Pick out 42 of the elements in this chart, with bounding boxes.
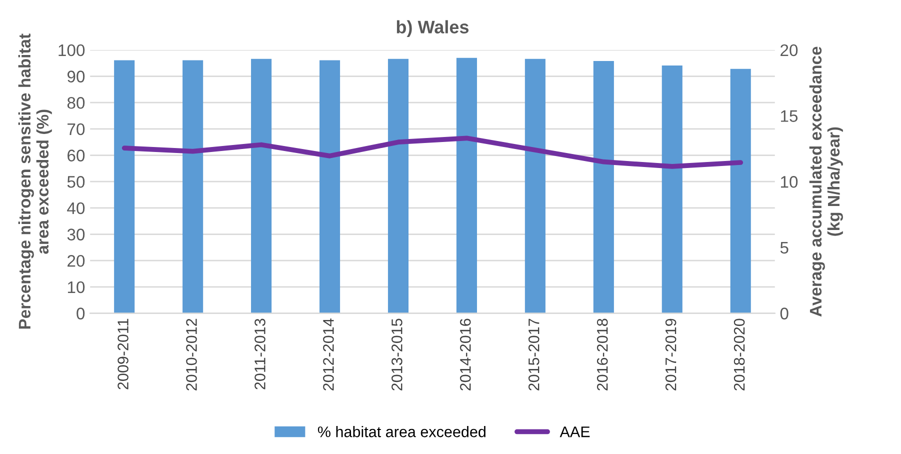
- x-tick-label: 2011-2013: [254, 318, 266, 390]
- y-tick-label: 90: [67, 70, 85, 82]
- y2-tick-label: 20: [780, 44, 798, 56]
- y2-axis-title: Average accumulated exceedance (kg N/ha/year): [809, 46, 844, 317]
- y-tick-label: 0: [76, 308, 85, 320]
- bar: [730, 68, 751, 314]
- y-tick-label: 80: [67, 97, 85, 109]
- bar: [251, 58, 272, 314]
- y-tick-label: 10: [68, 281, 85, 294]
- legend-label: AAE: [560, 426, 590, 438]
- x-tick-label: 2018-2020: [734, 318, 745, 390]
- y-tick-label: 50: [67, 176, 85, 188]
- x-tick-label: 2014-2016: [460, 318, 471, 390]
- bar: [456, 58, 477, 314]
- x-tick-label: 2016-2018: [596, 318, 608, 390]
- legend-label: % habitat area exceeded: [318, 426, 486, 438]
- y-tick-label: 100: [58, 44, 85, 56]
- y2-tick-label: 5: [780, 242, 788, 254]
- y-tick-label: 20: [68, 254, 85, 267]
- x-tick-label: 2009-2011: [118, 318, 128, 390]
- bar: [319, 60, 340, 314]
- y-tick-label: 30: [67, 228, 85, 240]
- bar: [662, 65, 682, 314]
- bar: [182, 60, 204, 314]
- y-tick-label: 70: [68, 123, 85, 136]
- bar: [114, 60, 135, 314]
- line-series: [122, 136, 744, 169]
- chart-title: b) Wales: [396, 20, 469, 38]
- y2-tick-label: 15: [780, 110, 798, 122]
- y2-tick-label: 10: [780, 176, 798, 188]
- y2-tick-label: 0: [780, 308, 788, 320]
- y-tick-label: 60: [68, 150, 85, 162]
- bar: [593, 61, 614, 314]
- y-axis-title: Percentage nitrogen sensitive habitat area exceeded (%): [18, 34, 52, 329]
- x-tick-label: 2012-2014: [323, 318, 334, 390]
- y-tick-label: 40: [67, 202, 85, 214]
- bar: [524, 58, 546, 314]
- bar: [388, 58, 409, 314]
- x-tick-label: 2017-2019: [665, 318, 676, 390]
- x-tick-label: 2010-2012: [186, 318, 197, 390]
- x-tick-label: 2015-2017: [528, 318, 540, 390]
- x-tick-label: 2013-2015: [392, 318, 402, 390]
